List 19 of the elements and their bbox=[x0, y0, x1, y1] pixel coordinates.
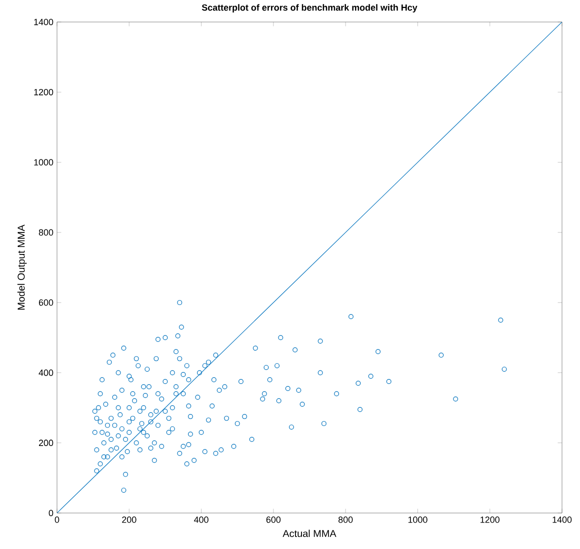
y-tick-label: 1000 bbox=[34, 159, 54, 166]
x-tick-label: 1000 bbox=[408, 516, 428, 523]
x-tick-label: 1400 bbox=[552, 516, 572, 523]
y-tick-label: 400 bbox=[38, 370, 54, 376]
x-tick-label: 600 bbox=[266, 516, 281, 523]
x-tick-label: 1200 bbox=[480, 516, 500, 523]
y-tick-label: 800 bbox=[38, 229, 54, 236]
x-axis-title: Actual MMA bbox=[282, 530, 336, 538]
y-tick-label: 0 bbox=[48, 510, 54, 516]
chart-title: Scatterplot of errors of benchmark model with Hcy bbox=[202, 4, 418, 12]
x-tick-label: 800 bbox=[338, 516, 353, 523]
x-tick-label: 400 bbox=[194, 516, 208, 523]
y-tick-label: 600 bbox=[38, 299, 54, 306]
x-tick-label: 0 bbox=[54, 516, 60, 523]
y-tick-label: 1400 bbox=[34, 18, 54, 26]
y-axis-title: Model Output MMA bbox=[17, 224, 27, 310]
y-tick-label: 200 bbox=[38, 440, 54, 446]
x-tick-label: 200 bbox=[122, 516, 136, 523]
y-tick-label: 1200 bbox=[34, 88, 54, 96]
